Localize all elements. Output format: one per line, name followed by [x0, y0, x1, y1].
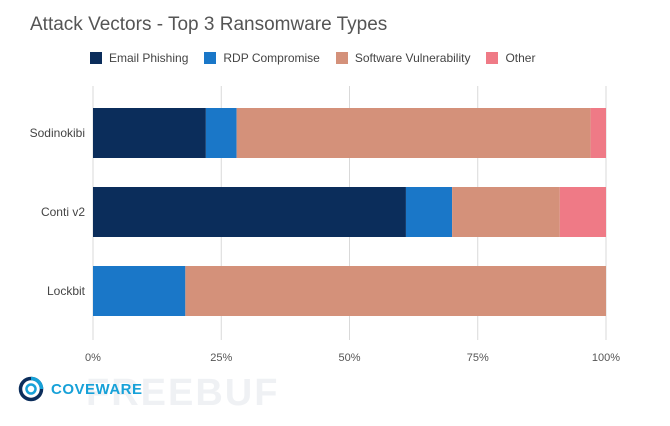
watermark: FREEBUF	[86, 372, 280, 414]
legend-item-email-phishing: Email Phishing	[90, 51, 188, 65]
bar-conti-v2-email-phishing	[93, 187, 406, 237]
legend-item-rdp-compromise: RDP Compromise	[204, 51, 320, 65]
legend-item-other: Other	[486, 51, 535, 65]
x-tick-label: 25%	[210, 352, 232, 364]
legend-swatch-other	[486, 52, 499, 64]
legend-item-software-vulnerability: Software Vulnerability	[335, 51, 471, 65]
x-tick-label: 0%	[85, 352, 101, 364]
bar-lockbit-rdp-compromise	[93, 266, 186, 316]
bar-sodinokibi-email-phishing	[93, 108, 206, 158]
bar-conti-v2-other	[559, 187, 606, 237]
bar-lockbit-software-vulnerability	[185, 266, 606, 316]
legend-label-software-vulnerability: Software Vulnerability	[354, 51, 471, 65]
bar-sodinokibi-rdp-compromise	[205, 108, 237, 158]
bar-sodinokibi-software-vulnerability	[236, 108, 591, 158]
bar-conti-v2-rdp-compromise	[405, 187, 453, 237]
legend-label-rdp-compromise: RDP Compromise	[223, 51, 320, 65]
coveware-logo-icon	[18, 376, 44, 402]
bar-conti-v2-software-vulnerability	[452, 187, 560, 237]
chart-title: Attack Vectors - Top 3 Ransomware Types	[30, 14, 388, 35]
x-tick-label: 50%	[338, 352, 360, 364]
y-category-label: Lockbit	[47, 284, 86, 298]
coveware-logo-text: COVEWARE	[51, 380, 143, 398]
legend-swatch-email-phishing	[90, 52, 102, 64]
bar-sodinokibi-other	[590, 108, 606, 158]
y-category-label: Conti v2	[41, 205, 85, 219]
chart-legend: Email Phishing RDP Compromise Software V…	[90, 51, 535, 65]
x-tick-label: 100%	[592, 352, 620, 364]
legend-label-email-phishing: Email Phishing	[109, 51, 189, 65]
legend-swatch-software-vulnerability	[335, 52, 348, 64]
y-category-label: Sodinokibi	[30, 126, 85, 140]
coveware-logo: COVEWARE	[18, 376, 143, 402]
x-tick-label: 75%	[467, 352, 489, 364]
legend-swatch-rdp-compromise	[204, 52, 217, 64]
legend-label-other: Other	[505, 51, 536, 65]
